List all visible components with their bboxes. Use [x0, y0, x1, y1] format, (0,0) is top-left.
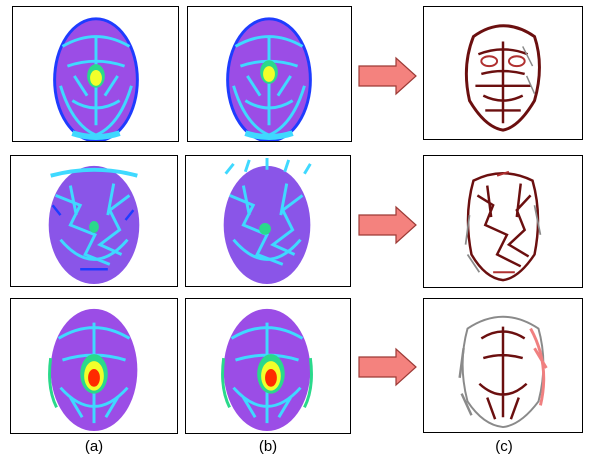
row3-vessel-map-c [423, 298, 583, 433]
row1-thermal-image-a [12, 6, 179, 142]
thermal-face-2a [48, 165, 140, 285]
vessel-map-1c [464, 24, 541, 132]
row1-thermal-image-b [187, 6, 352, 142]
right-arrow-icon [358, 205, 417, 245]
thermal-face-2b [223, 157, 312, 285]
right-arrow-icon [358, 347, 417, 387]
column-label-a: (a) [84, 438, 104, 455]
column-label-b: (b) [258, 438, 278, 455]
column-label-c: (c) [495, 438, 513, 455]
row3-thermal-image-a [10, 298, 178, 434]
row3-thermal-image-b [185, 298, 351, 434]
row2-thermal-image-b [185, 155, 351, 287]
row1-vessel-map-c [423, 6, 583, 140]
row3-arrow [358, 347, 418, 387]
thermal-face-1a [53, 17, 139, 141]
thermal-face-3a [48, 308, 138, 432]
vessel-map-3c [458, 315, 548, 429]
row2-vessel-map-c [423, 155, 583, 288]
thermal-face-1b [226, 17, 312, 141]
row1-arrow [358, 56, 418, 96]
row2-arrow [358, 205, 418, 245]
right-arrow-icon [358, 56, 417, 96]
thermal-face-3b [221, 308, 313, 432]
row2-thermal-image-a [10, 155, 178, 287]
vessel-map-2c [464, 170, 542, 282]
